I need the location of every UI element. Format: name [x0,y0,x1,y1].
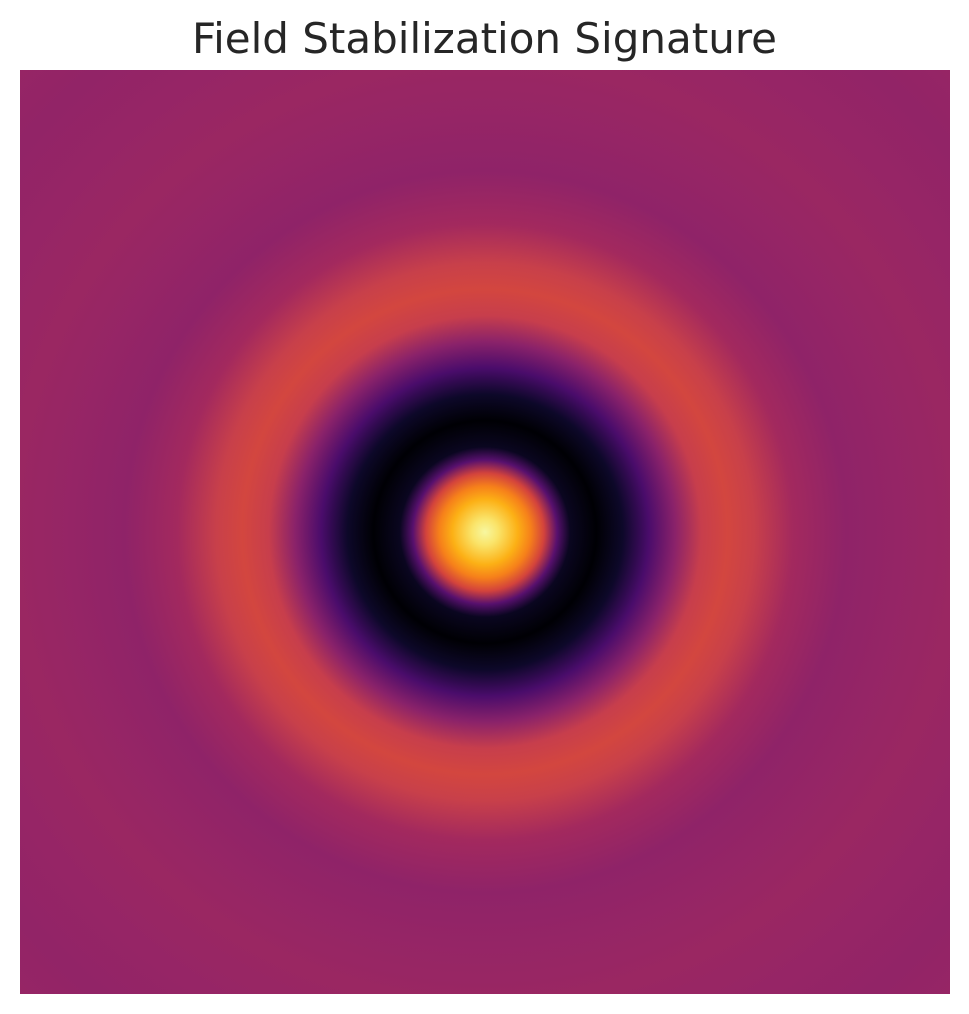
heatmap-svg [20,70,950,994]
chart-title: Field Stabilization Signature [191,14,778,63]
plot-area [20,70,950,994]
heatmap-field [20,70,950,994]
